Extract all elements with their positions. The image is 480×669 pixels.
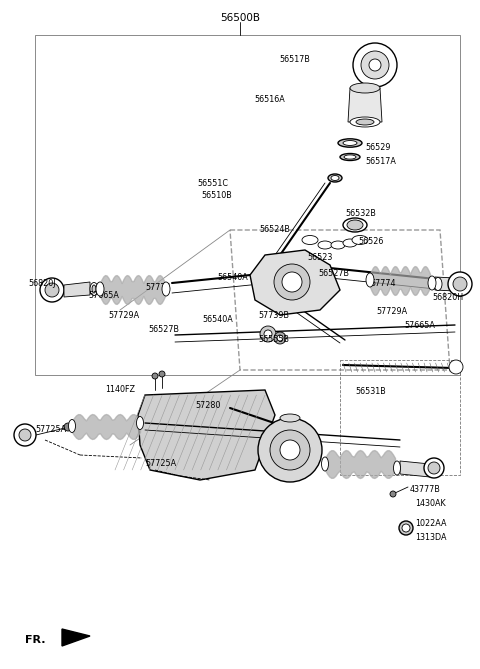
Ellipse shape <box>92 285 96 293</box>
Text: 56517A: 56517A <box>365 157 396 167</box>
Circle shape <box>428 462 440 474</box>
Ellipse shape <box>434 278 442 290</box>
Text: 1140FZ: 1140FZ <box>105 385 135 395</box>
Ellipse shape <box>280 414 300 422</box>
Ellipse shape <box>338 138 362 147</box>
Ellipse shape <box>328 174 342 182</box>
Circle shape <box>277 335 283 341</box>
Text: 56517B: 56517B <box>279 56 310 64</box>
Ellipse shape <box>96 282 104 296</box>
Circle shape <box>264 330 272 338</box>
Ellipse shape <box>343 140 357 145</box>
Text: 56500B: 56500B <box>220 13 260 23</box>
Text: 57725A: 57725A <box>145 458 176 468</box>
Circle shape <box>399 521 413 535</box>
Circle shape <box>45 283 59 297</box>
Text: 56820H: 56820H <box>432 294 463 302</box>
Polygon shape <box>400 461 430 477</box>
Ellipse shape <box>347 220 363 230</box>
Polygon shape <box>62 629 90 646</box>
Text: 56551C: 56551C <box>197 179 228 187</box>
Circle shape <box>260 326 276 342</box>
Ellipse shape <box>344 155 356 159</box>
Circle shape <box>270 430 310 470</box>
Circle shape <box>369 59 381 71</box>
Ellipse shape <box>322 457 328 471</box>
Text: 56510B: 56510B <box>201 191 232 201</box>
Bar <box>340 360 460 475</box>
Text: 1430AK: 1430AK <box>415 498 445 508</box>
Circle shape <box>402 524 410 532</box>
Text: 56555B: 56555B <box>258 335 289 345</box>
Text: 56527B: 56527B <box>318 268 349 278</box>
Ellipse shape <box>356 119 374 125</box>
Text: 57280: 57280 <box>195 401 220 409</box>
Circle shape <box>353 43 397 87</box>
Ellipse shape <box>136 417 144 429</box>
Polygon shape <box>138 390 275 480</box>
Text: 56529: 56529 <box>365 143 391 153</box>
Ellipse shape <box>340 153 360 161</box>
Circle shape <box>390 491 396 497</box>
Circle shape <box>159 371 165 377</box>
Ellipse shape <box>331 241 345 249</box>
Circle shape <box>14 424 36 446</box>
Text: 57665A: 57665A <box>88 290 119 300</box>
Ellipse shape <box>331 175 339 181</box>
Ellipse shape <box>69 419 75 432</box>
Text: 57725A: 57725A <box>35 425 66 434</box>
Circle shape <box>19 429 31 441</box>
Text: 57774: 57774 <box>145 284 170 292</box>
Circle shape <box>453 277 467 291</box>
Polygon shape <box>64 282 90 297</box>
Circle shape <box>361 51 389 79</box>
Circle shape <box>64 423 72 431</box>
Circle shape <box>448 272 472 296</box>
Text: 57774: 57774 <box>370 278 396 288</box>
Ellipse shape <box>366 273 374 287</box>
Polygon shape <box>435 277 455 291</box>
Text: 57739B: 57739B <box>258 312 289 320</box>
Polygon shape <box>348 88 382 122</box>
Text: 56516A: 56516A <box>254 96 285 104</box>
Text: 56820J: 56820J <box>28 278 56 288</box>
Polygon shape <box>250 250 340 315</box>
Text: 56523: 56523 <box>307 254 332 262</box>
Text: 56526: 56526 <box>358 237 384 246</box>
Circle shape <box>449 360 463 374</box>
Circle shape <box>280 440 300 460</box>
Circle shape <box>424 458 444 478</box>
Ellipse shape <box>343 239 357 247</box>
Text: 56540A: 56540A <box>217 274 248 282</box>
Ellipse shape <box>394 461 400 475</box>
Circle shape <box>40 278 64 302</box>
Ellipse shape <box>302 235 318 244</box>
Text: 57729A: 57729A <box>108 310 139 320</box>
Text: 56524B: 56524B <box>259 225 290 235</box>
Text: 57665A: 57665A <box>404 320 435 330</box>
Ellipse shape <box>162 282 170 296</box>
Ellipse shape <box>90 282 98 296</box>
Ellipse shape <box>352 235 368 244</box>
Text: 56532B: 56532B <box>345 209 376 217</box>
Circle shape <box>274 332 286 344</box>
Ellipse shape <box>318 241 332 249</box>
Ellipse shape <box>350 117 380 127</box>
Text: 56527B: 56527B <box>148 326 179 334</box>
Text: FR.: FR. <box>25 635 46 645</box>
Ellipse shape <box>343 218 367 232</box>
Text: 1022AA: 1022AA <box>415 520 446 529</box>
Circle shape <box>258 418 322 482</box>
Circle shape <box>282 272 302 292</box>
Bar <box>35 35 460 375</box>
Text: 43777B: 43777B <box>410 486 441 494</box>
Circle shape <box>152 373 158 379</box>
Ellipse shape <box>350 83 380 93</box>
Circle shape <box>274 264 310 300</box>
Text: 56540A: 56540A <box>202 316 233 324</box>
Text: 56531B: 56531B <box>355 387 386 397</box>
Ellipse shape <box>428 276 436 290</box>
Text: 57729A: 57729A <box>376 308 407 316</box>
Text: 1313DA: 1313DA <box>415 533 446 541</box>
